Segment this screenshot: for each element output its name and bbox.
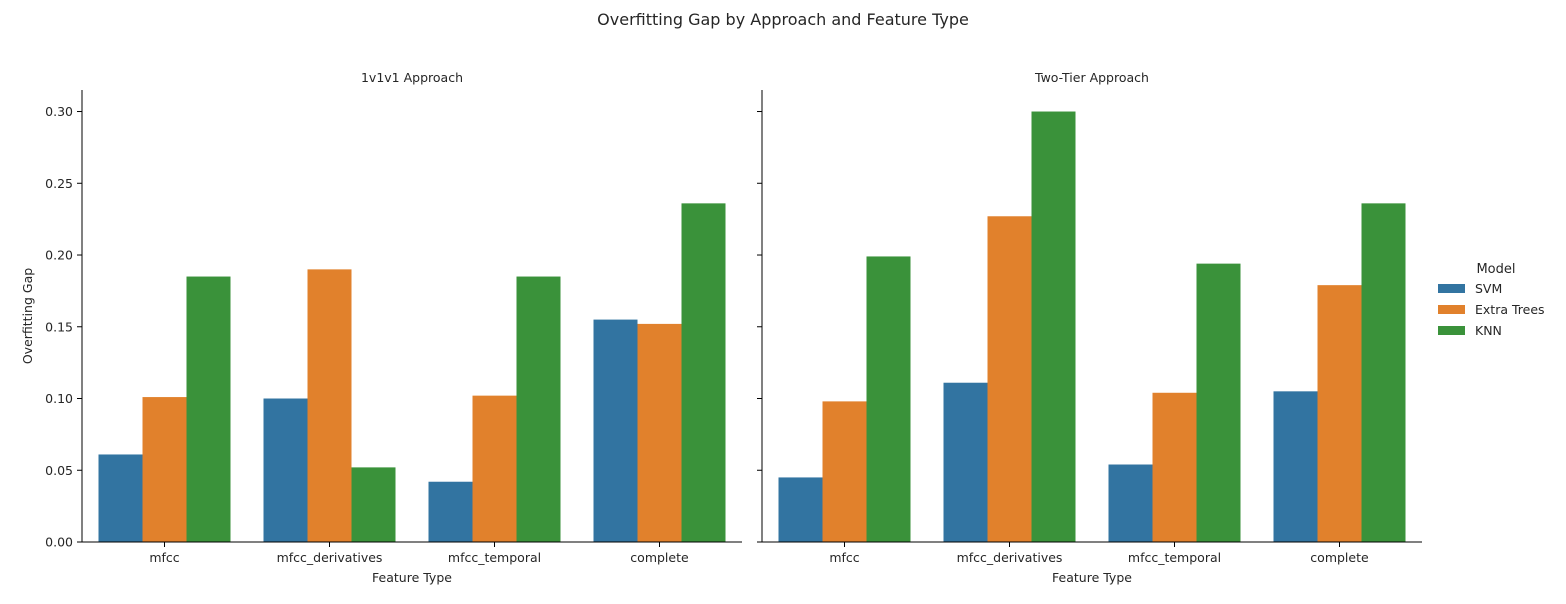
y-ticks-two-tier: [757, 111, 762, 543]
y-tick-label: 0.30: [45, 104, 73, 119]
bar-extra-trees-complete: [1317, 285, 1362, 542]
bar-svm-mfcc-temporal: [428, 481, 473, 542]
bar-knn-complete: [681, 203, 726, 543]
x-tick-label: mfcc: [829, 550, 859, 565]
legend-swatch-knn: [1438, 326, 1465, 335]
bar-svm-mfcc: [778, 477, 823, 542]
bar-svm-mfcc: [98, 454, 143, 542]
bar-knn-complete: [1361, 203, 1406, 543]
x-tick-label: mfcc_derivatives: [277, 550, 383, 565]
legend-title: Model: [1476, 262, 1515, 277]
x-tick-label: mfcc_derivatives: [957, 550, 1063, 565]
bar-extra-trees-mfcc-derivatives: [307, 269, 352, 542]
legend-label-svm: SVM: [1475, 281, 1502, 296]
x-axis-label-two-tier: Feature Type: [1052, 570, 1132, 585]
y-tick-label: 0.10: [45, 391, 73, 406]
legend-label-knn: KNN: [1475, 323, 1502, 338]
bar-svm-complete: [593, 319, 638, 542]
panel-title-1v1v1: 1v1v1 Approach: [361, 70, 463, 85]
bar-extra-trees-mfcc-temporal: [1152, 392, 1197, 542]
x-tick-label: mfcc: [149, 550, 179, 565]
bar-extra-trees-mfcc: [822, 401, 867, 542]
y-tick-label: 0.00: [45, 535, 73, 550]
legend-items: SVM Extra Trees KNN: [1438, 281, 1545, 338]
bar-extra-trees-mfcc-temporal: [472, 395, 517, 542]
bar-svm-mfcc-temporal: [1108, 464, 1153, 542]
bar-knn-mfcc-temporal: [516, 276, 561, 542]
bars-group-1v1v1: [98, 203, 726, 543]
panel-title-two-tier: Two-Tier Approach: [1034, 70, 1149, 85]
bar-svm-mfcc-derivatives: [263, 398, 308, 542]
y-tick-label: 0.05: [45, 463, 73, 478]
x-ticks-1v1v1: mfcc mfcc_derivatives mfcc_temporal complet…: [149, 542, 689, 565]
y-ticks-1v1v1: 0.00 0.05 0.10 0.15 0.20 0.25 0.30: [45, 104, 82, 550]
y-axis-label: Overfitting Gap: [20, 268, 35, 364]
y-tick-label: 0.15: [45, 319, 73, 334]
x-tick-label: mfcc_temporal: [1128, 550, 1221, 565]
x-axis-label-1v1v1: Feature Type: [372, 570, 452, 585]
bar-knn-mfcc-derivatives: [351, 467, 396, 542]
legend-swatch-extra-trees: [1438, 305, 1465, 314]
x-tick-label: complete: [630, 550, 689, 565]
legend-label-extra-trees: Extra Trees: [1475, 302, 1545, 317]
bar-knn-mfcc: [866, 256, 911, 542]
bars-group-two-tier: [778, 111, 1406, 543]
legend: Model SVM Extra Trees KNN: [1438, 262, 1545, 338]
bar-knn-mfcc-temporal: [1196, 263, 1241, 542]
bar-knn-mfcc: [186, 276, 231, 542]
y-tick-label: 0.20: [45, 248, 73, 263]
bar-extra-trees-complete: [637, 323, 682, 542]
y-tick-label: 0.25: [45, 176, 73, 191]
bar-extra-trees-mfcc: [142, 397, 187, 542]
bar-svm-complete: [1273, 391, 1318, 542]
panel-two-tier: Two-Tier Approach mfcc mfcc_derivatives mf…: [757, 70, 1422, 585]
x-ticks-two-tier: mfcc mfcc_derivatives mfcc_temporal complet…: [829, 542, 1369, 565]
bar-extra-trees-mfcc-derivatives: [987, 216, 1032, 542]
x-tick-label: complete: [1310, 550, 1369, 565]
panel-1v1v1: 1v1v1 Approach mfcc mfcc_derivatives mfcc_…: [20, 70, 742, 585]
bar-knn-mfcc-derivatives: [1031, 111, 1076, 543]
bar-svm-mfcc-derivatives: [943, 382, 988, 542]
legend-swatch-svm: [1438, 284, 1465, 293]
chart-title: Overfitting Gap by Approach and Feature …: [597, 10, 969, 29]
x-tick-label: mfcc_temporal: [448, 550, 541, 565]
